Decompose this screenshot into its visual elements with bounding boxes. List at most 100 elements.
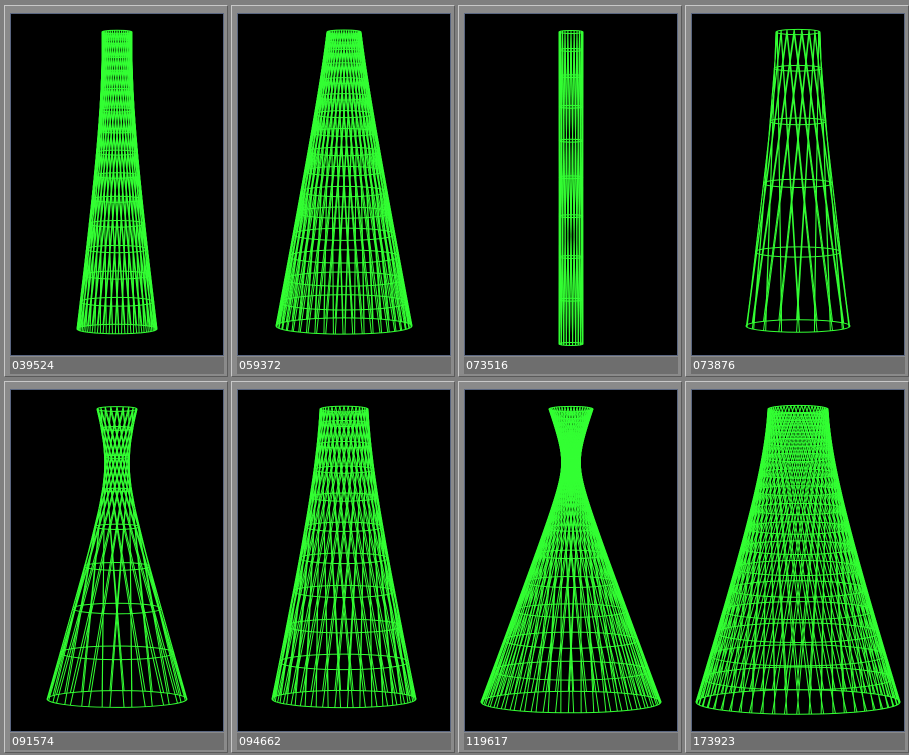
thumbnail-label: 073516: [464, 357, 678, 374]
wire: [322, 406, 360, 691]
wire: [778, 29, 810, 321]
render-view: [464, 13, 678, 356]
wire: [738, 412, 813, 713]
thumbnail-label: 039524: [10, 357, 224, 374]
wire: [325, 30, 352, 319]
wire: [558, 31, 562, 344]
wire: [793, 34, 833, 331]
ring: [85, 244, 149, 254]
wire: [320, 408, 329, 691]
ring: [104, 454, 130, 459]
wire: [783, 410, 824, 715]
wire: [570, 30, 577, 343]
thumbnail[interactable]: 059372: [231, 5, 455, 377]
ring: [279, 294, 409, 311]
wire: [282, 406, 345, 695]
wireframe: [271, 405, 417, 709]
ring: [758, 468, 838, 479]
wire-group: [480, 405, 662, 714]
wire: [801, 405, 895, 698]
wire: [777, 406, 836, 691]
wire: [793, 412, 884, 709]
ring: [275, 317, 413, 335]
thumbnail[interactable]: 094662: [231, 381, 455, 753]
ring: [299, 552, 389, 565]
wire: [780, 411, 848, 713]
ring: [101, 487, 133, 493]
thumbnail[interactable]: 039524: [4, 5, 228, 377]
ring: [552, 417, 590, 424]
wire: [751, 34, 795, 330]
wire: [80, 30, 120, 328]
wireframe: [558, 30, 584, 346]
wire: [286, 29, 340, 322]
wire: [777, 411, 836, 714]
render-view: [10, 13, 224, 356]
wire: [325, 407, 354, 691]
ring: [740, 540, 856, 556]
ring: [560, 455, 582, 459]
wire: [344, 30, 356, 318]
wire: [776, 31, 783, 321]
ring: [300, 185, 388, 198]
ring: [72, 602, 162, 615]
wire: [775, 411, 825, 714]
wire: [299, 411, 353, 706]
thumbnail-label: 094662: [237, 733, 451, 750]
ring: [769, 117, 827, 126]
thumbnail[interactable]: 073876: [685, 5, 909, 377]
ring: [695, 689, 901, 715]
ring: [734, 560, 862, 577]
wire: [114, 30, 154, 328]
wire: [322, 411, 360, 708]
wireframe: [480, 405, 662, 714]
thumbnail[interactable]: 119617: [458, 381, 682, 753]
wire: [770, 410, 800, 715]
ring: [558, 104, 584, 109]
wire: [331, 411, 378, 707]
wire: [818, 31, 843, 330]
ring: [558, 214, 584, 219]
wire-group: [745, 28, 851, 333]
wire: [797, 405, 890, 697]
thumbnail[interactable]: 073516: [458, 5, 682, 377]
wire: [343, 411, 406, 704]
thumbnail[interactable]: 173923: [685, 381, 909, 753]
wire: [299, 406, 353, 693]
ring: [83, 561, 151, 571]
ring: [558, 47, 584, 52]
ring: [524, 575, 618, 588]
ring: [94, 523, 140, 530]
thumbnail[interactable]: 091574: [4, 381, 228, 753]
wire: [796, 410, 826, 715]
wire: [562, 30, 567, 343]
wire: [746, 29, 788, 326]
wire: [81, 406, 112, 707]
ring: [716, 622, 880, 643]
ring: [558, 138, 584, 143]
ring: [503, 631, 639, 649]
ring: [548, 405, 594, 413]
ring: [304, 521, 384, 532]
wire: [780, 30, 800, 320]
ring: [318, 420, 370, 428]
wire: [563, 30, 569, 343]
ring: [544, 524, 598, 532]
wire: [720, 405, 806, 695]
ring: [325, 37, 363, 43]
wire: [577, 31, 582, 343]
wire: [322, 407, 342, 691]
wire: [97, 408, 178, 695]
wire: [796, 30, 816, 320]
wire: [772, 410, 813, 715]
wire: [701, 405, 795, 698]
ring: [288, 249, 400, 264]
thumbnail-label: 119617: [464, 733, 678, 750]
wire: [712, 405, 803, 696]
wire: [765, 31, 777, 331]
wire: [801, 412, 895, 707]
wire: [334, 30, 354, 318]
ring: [99, 107, 135, 113]
wire: [748, 411, 816, 713]
ring: [514, 603, 628, 618]
